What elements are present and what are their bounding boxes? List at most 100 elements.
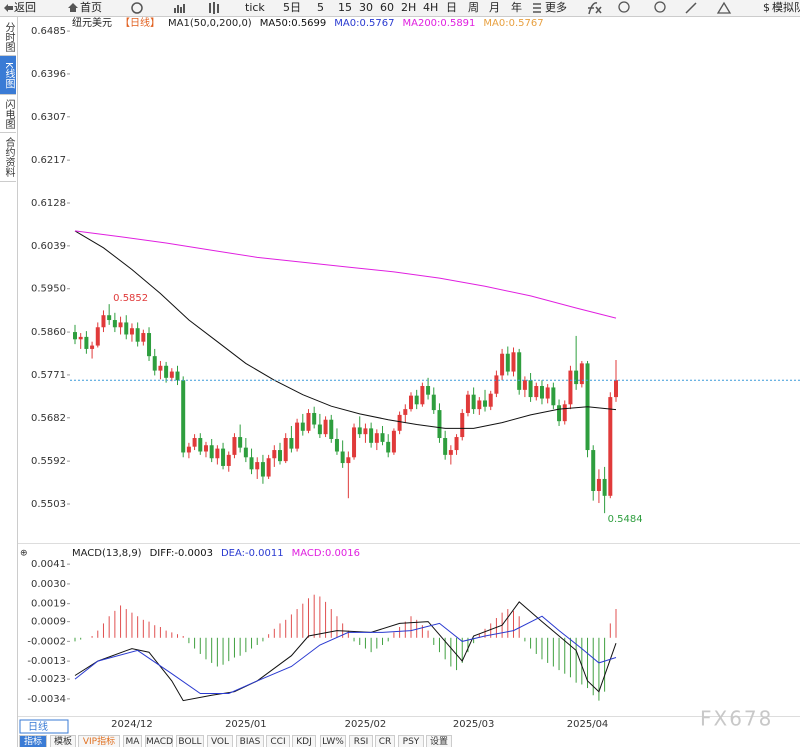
period[interactable]: 年 — [511, 0, 522, 14]
legend-entry: MACD:0.0016 — [292, 548, 360, 559]
back[interactable]: 返回 — [14, 1, 36, 14]
bar-icon[interactable] — [174, 4, 185, 13]
candle-icon[interactable] — [209, 2, 219, 14]
back-icon[interactable] — [4, 4, 13, 12]
triangle-icon[interactable] — [716, 1, 732, 14]
sidebar-tab[interactable]: 闪电图 — [0, 95, 16, 133]
watermark: FX678 — [700, 707, 773, 731]
indicator-tab[interactable]: VIP指标 — [78, 735, 120, 747]
y-tick-label: 0.5860 — [31, 327, 66, 338]
sidebar-tab[interactable]: K线图 — [0, 56, 16, 95]
candle-body — [260, 462, 265, 477]
y-tick-label: 0.6217 — [31, 155, 66, 166]
indicator-tab[interactable]: 模板 — [50, 735, 76, 747]
candle-body — [78, 336, 83, 340]
tick[interactable]: tick — [245, 1, 265, 14]
period[interactable]: 5 — [317, 1, 324, 14]
indicator-tab[interactable]: KDJ — [292, 735, 316, 747]
indicator-tab[interactable]: VOL — [207, 735, 233, 747]
candle-body — [545, 387, 550, 399]
zoom-in-icon[interactable] — [654, 1, 666, 13]
candle-body — [84, 336, 89, 349]
candle-body — [614, 380, 618, 398]
candle-body — [147, 333, 152, 357]
period[interactable]: 60 — [380, 1, 394, 14]
candle-body — [192, 438, 197, 447]
candle-body — [534, 386, 539, 398]
candle-body — [226, 454, 231, 466]
candle-body — [505, 353, 510, 372]
candle-body — [562, 404, 567, 422]
y-tick-label: 0.5592 — [31, 456, 66, 467]
period[interactable]: 30 — [359, 1, 373, 14]
demo-icon[interactable]: $ — [763, 1, 770, 14]
indicator-tab[interactable]: BOLL — [176, 735, 204, 747]
candle-body — [175, 371, 180, 381]
more-icon[interactable] — [533, 3, 541, 13]
line-icon[interactable] — [685, 2, 697, 14]
period[interactable]: 2H — [401, 1, 416, 14]
home[interactable]: 首页 — [80, 0, 102, 14]
period[interactable]: 5日 — [283, 1, 301, 14]
period[interactable]: 4H — [423, 1, 438, 14]
candle-body — [186, 446, 191, 453]
candle-body — [203, 445, 208, 452]
indicator-tab[interactable]: 指标 — [19, 735, 47, 747]
candle-body — [500, 353, 505, 376]
indicator: MACD(13,8,9) — [72, 548, 142, 559]
more[interactable]: 更多 — [545, 0, 567, 14]
zoom-out-icon[interactable] — [618, 1, 630, 13]
sidebar-tab[interactable]: 分时图 — [0, 18, 16, 56]
candle-body — [374, 433, 379, 443]
indicator-tab[interactable]: LW% — [320, 735, 346, 747]
indicator-tab[interactable]: CCI — [266, 735, 290, 747]
indicator-tab[interactable]: PSY — [398, 735, 424, 747]
y-tick-label: 0.6307 — [31, 112, 66, 123]
period[interactable]: 月 — [489, 1, 500, 14]
candle-body — [369, 428, 374, 443]
candle-body — [107, 315, 112, 321]
period[interactable]: 日 — [446, 1, 457, 14]
candle-body — [380, 433, 385, 442]
period: 【日线】 — [120, 16, 160, 29]
refresh-icon[interactable] — [131, 2, 143, 14]
period-box-label[interactable]: 日线 — [28, 720, 48, 733]
demo[interactable]: 模拟队 — [772, 0, 800, 14]
fx-icon[interactable] — [588, 2, 602, 15]
period[interactable]: 周 — [468, 1, 479, 14]
candle-body — [255, 462, 260, 470]
candle-body — [408, 395, 413, 410]
candle-body — [164, 365, 169, 378]
candle-body — [568, 370, 573, 405]
x-tick-label: 2025/03 — [453, 719, 495, 730]
candle-body — [426, 386, 431, 395]
indicator-tab[interactable]: BIAS — [236, 735, 264, 747]
y-tick-label: 0.5682 — [31, 413, 66, 424]
y-tick-label: 0.5503 — [31, 499, 66, 510]
y-tick-label: -0.0023 — [27, 674, 66, 685]
indicator-tab[interactable]: MACD — [145, 735, 173, 747]
crosshair-icon[interactable]: ⊕ — [20, 549, 28, 559]
candle-body — [317, 424, 322, 435]
legend-entry: DIFF:-0.0003 — [150, 548, 213, 559]
indicator-tab[interactable]: CR — [375, 735, 395, 747]
period-box[interactable] — [19, 719, 69, 734]
candle-body — [431, 394, 436, 411]
candle-body — [209, 445, 214, 459]
sidebar-tab[interactable]: 合约资料 — [0, 133, 16, 182]
indicator-tab[interactable]: 设置 — [426, 735, 452, 747]
period[interactable]: 15 — [338, 1, 352, 14]
home-icon[interactable] — [68, 3, 78, 12]
indicator-tab[interactable]: RSI — [349, 735, 373, 747]
candle-body — [477, 400, 482, 410]
candle-body — [465, 394, 470, 413]
symbol: 纽元美元 — [72, 16, 112, 29]
candle-body — [420, 386, 425, 405]
line — [74, 230, 617, 319]
y-tick-label: -0.0013 — [27, 656, 66, 667]
candle-body — [539, 386, 544, 399]
candle-body — [312, 412, 317, 425]
candle-body — [238, 437, 243, 448]
indicator-tab[interactable]: MA — [123, 735, 142, 747]
candle-body — [181, 380, 186, 453]
